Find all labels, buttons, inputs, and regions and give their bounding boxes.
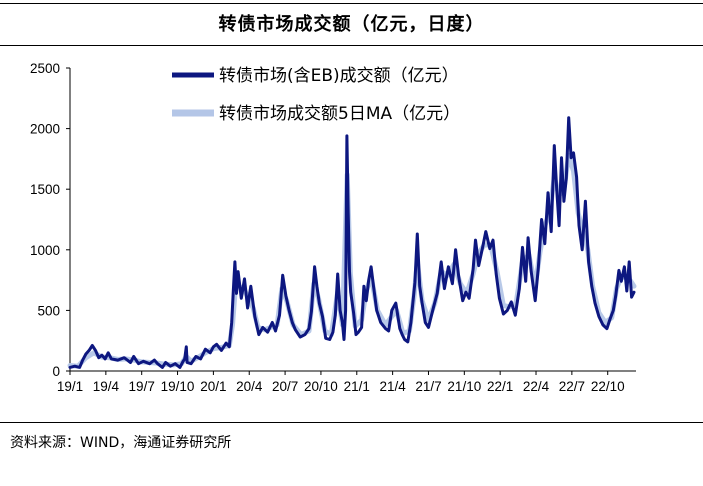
y-tick-label: 1500 bbox=[30, 182, 60, 197]
title-top-rule bbox=[0, 3, 703, 4]
x-tick-label: 20/4 bbox=[236, 379, 263, 394]
legend: 转债市场(含EB)成交额（亿元） 转债市场成交额5日MA（亿元） bbox=[172, 66, 460, 124]
legend-label-1: 转债市场成交额5日MA（亿元） bbox=[219, 104, 460, 124]
x-tick-label: 21/1 bbox=[344, 379, 370, 394]
x-tick-label: 21/4 bbox=[379, 379, 406, 394]
x-tick-label: 20/1 bbox=[200, 379, 226, 394]
series-lines bbox=[67, 116, 637, 369]
x-tick-label: 22/4 bbox=[523, 379, 550, 394]
y-axis: 0 500 1000 1500 2000 2500 bbox=[30, 61, 71, 379]
x-tick-label: 20/10 bbox=[304, 379, 338, 394]
source-note: 资料来源：WIND，海通证券研究所 bbox=[10, 435, 232, 451]
x-tick-label: 19/10 bbox=[161, 379, 195, 394]
x-tick-label: 22/1 bbox=[487, 379, 513, 394]
legend-label-0: 转债市场(含EB)成交额（亿元） bbox=[219, 66, 459, 86]
series-line-ma5 bbox=[67, 152, 637, 369]
line-chart: 0 500 1000 1500 2000 2500 19/1 19/4 19/7 19/10 20… bbox=[30, 61, 637, 394]
title-bottom-rule bbox=[0, 45, 703, 46]
series-line-daily bbox=[68, 116, 636, 369]
x-tick-label: 21/10 bbox=[447, 379, 481, 394]
source-top-rule bbox=[0, 422, 703, 423]
x-tick-label: 19/7 bbox=[129, 379, 155, 394]
x-tick-label: 22/10 bbox=[591, 379, 625, 394]
x-tick-label: 19/1 bbox=[57, 379, 83, 394]
y-tick-label: 1000 bbox=[30, 243, 60, 258]
x-axis: 19/1 19/4 19/7 19/10 20/1 20/4 20/7 20/10 21/1 21… bbox=[57, 370, 636, 394]
y-tick-label: 2000 bbox=[30, 122, 60, 137]
y-tick-label: 500 bbox=[37, 303, 60, 318]
y-tick-label: 2500 bbox=[30, 61, 60, 76]
x-tick-label: 21/7 bbox=[415, 379, 441, 394]
x-tick-label: 20/7 bbox=[272, 379, 298, 394]
chart-title: 转债市场成交额（亿元，日度） bbox=[218, 14, 485, 35]
x-tick-label: 19/4 bbox=[93, 379, 120, 394]
y-tick-label: 0 bbox=[52, 364, 60, 379]
x-tick-label: 22/7 bbox=[559, 379, 585, 394]
